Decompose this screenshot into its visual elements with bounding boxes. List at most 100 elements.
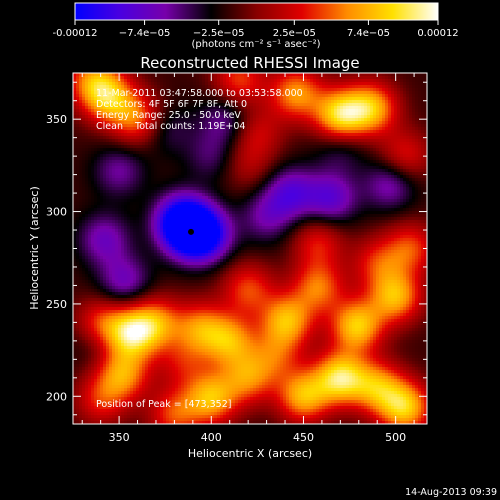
heatmap-cell	[361, 133, 365, 137]
heatmap-cell	[268, 160, 272, 164]
heatmap-cell	[97, 79, 101, 83]
heatmap-cell	[298, 94, 302, 98]
heatmap-cell	[241, 190, 245, 194]
colorbar-tick-labels: -0.00012 −7.4e−05 −2.5e−05 2.5e−05 7.4e−05 0.…	[53, 28, 459, 39]
heatmap-cell	[340, 196, 344, 200]
heatmap-cell	[163, 130, 167, 134]
heatmap-cell	[424, 178, 427, 182]
heatmap-cell	[253, 127, 257, 131]
heatmap-cell	[172, 175, 176, 179]
heatmap-cell	[130, 187, 134, 191]
heatmap-cell	[232, 97, 236, 101]
heatmap-cell	[82, 94, 86, 98]
heatmap-cell	[232, 169, 236, 173]
heatmap-cell	[145, 193, 149, 197]
heatmap-cell	[199, 193, 203, 197]
heatmap-cell	[145, 85, 149, 89]
heatmap-cell	[136, 118, 140, 122]
heatmap-cell	[271, 187, 275, 191]
heatmap-cell	[184, 118, 188, 122]
heatmap-cell	[82, 112, 86, 116]
heatmap-cell	[271, 163, 275, 167]
heatmap-cell	[307, 160, 311, 164]
heatmap-cell	[397, 112, 401, 116]
heatmap-cell	[241, 187, 245, 191]
heatmap-cell	[373, 193, 377, 197]
heatmap-cell	[325, 88, 329, 92]
heatmap-cell	[151, 130, 155, 134]
heatmap-cell	[133, 178, 137, 182]
heatmap-cell	[157, 79, 161, 83]
heatmap-cell	[226, 106, 230, 110]
heatmap-cell	[250, 88, 254, 92]
heatmap-cell	[205, 148, 209, 152]
heatmap-cell	[382, 121, 386, 125]
heatmap-cell	[262, 184, 266, 188]
heatmap-cell	[211, 166, 215, 170]
heatmap-cell	[409, 91, 413, 95]
heatmap-cell	[76, 82, 80, 86]
heatmap-cell	[208, 124, 212, 128]
heatmap-cell	[208, 178, 212, 182]
heatmap-cell	[85, 100, 89, 104]
heatmap-cell	[370, 151, 374, 155]
heatmap-cell	[334, 106, 338, 110]
heatmap-cell	[397, 178, 401, 182]
heatmap-cell	[100, 124, 104, 128]
heatmap-cell	[412, 196, 416, 200]
heatmap-cell	[118, 94, 122, 98]
heatmap-cell	[172, 166, 176, 170]
heatmap-cell	[265, 100, 269, 104]
heatmap-cell	[193, 148, 197, 152]
heatmap-cell	[250, 157, 254, 161]
heatmap-cell	[295, 97, 299, 101]
heatmap-cell	[310, 184, 314, 188]
heatmap-cell	[169, 106, 173, 110]
heatmap-cell	[103, 100, 107, 104]
heatmap-cell	[304, 193, 308, 197]
heatmap-cell	[85, 169, 89, 173]
heatmap-cell	[379, 160, 383, 164]
heatmap-cell	[382, 181, 386, 185]
heatmap-cell	[199, 109, 203, 113]
heatmap-cell	[256, 127, 260, 131]
heatmap-cell	[76, 124, 80, 128]
heatmap-cell	[175, 193, 179, 197]
heatmap-cell	[205, 115, 209, 119]
heatmap-cell	[424, 97, 427, 101]
heatmap-cell	[319, 88, 323, 92]
heatmap-cell	[376, 115, 380, 119]
heatmap-cell	[388, 154, 392, 158]
heatmap-cell	[400, 124, 404, 128]
heatmap-cell	[250, 181, 254, 185]
heatmap-cell	[385, 172, 389, 176]
heatmap-cell	[154, 157, 158, 161]
heatmap-cell	[373, 100, 377, 104]
heatmap-cell	[172, 124, 176, 128]
heatmap-cell	[328, 148, 332, 152]
heatmap-cell	[85, 85, 89, 89]
heatmap-cell	[406, 196, 410, 200]
heatmap-cell	[151, 112, 155, 116]
heatmap-cell	[298, 109, 302, 113]
heatmap-cell	[172, 169, 176, 173]
heatmap-cell	[94, 160, 98, 164]
heatmap-cell	[205, 187, 209, 191]
heatmap-cell	[358, 121, 362, 125]
heatmap-cell	[241, 184, 245, 188]
heatmap-cell	[106, 103, 110, 107]
heatmap-cell	[253, 154, 257, 158]
heatmap-cell	[166, 94, 170, 98]
heatmap-cell	[250, 184, 254, 188]
heatmap-cell	[229, 196, 233, 200]
heatmap-cell	[241, 91, 245, 95]
heatmap-cell	[169, 151, 173, 155]
heatmap-cell	[100, 76, 104, 80]
heatmap-cell	[304, 187, 308, 191]
heatmap-cell	[268, 127, 272, 131]
heatmap-cell	[364, 178, 368, 182]
heatmap-cell	[169, 139, 173, 143]
heatmap-cell	[97, 166, 101, 170]
heatmap-cell	[76, 85, 80, 89]
heatmap-cell	[319, 112, 323, 116]
